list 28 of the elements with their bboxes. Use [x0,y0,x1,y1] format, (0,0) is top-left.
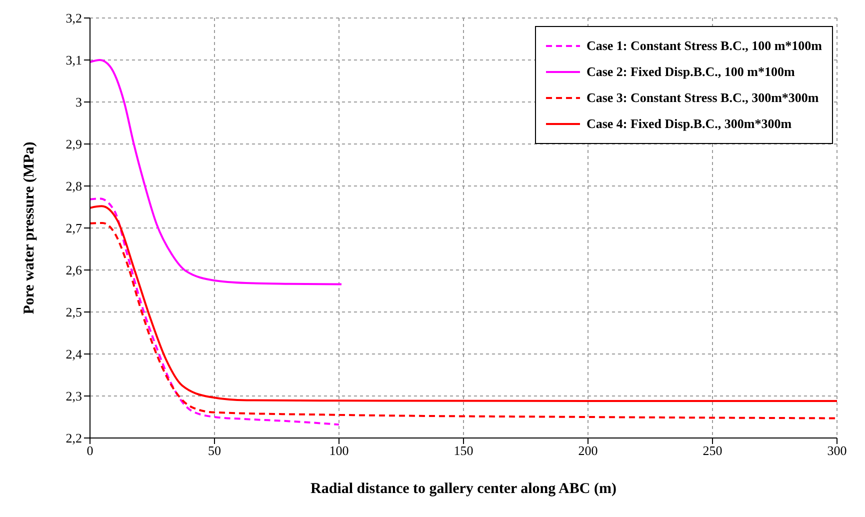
line-series [90,222,837,420]
y-tick-label: 2,5 [66,304,82,320]
x-tick-label: 150 [454,443,474,458]
y-tick-label: 2,8 [66,178,82,194]
y-tick-label: 2,7 [66,220,82,236]
y-tick-label: 3,1 [66,52,82,68]
y-tick-label: 2,4 [66,346,82,362]
x-tick-label: 250 [702,443,722,458]
line-series [90,59,342,286]
y-tick-label: 2,6 [66,262,82,278]
legend-label: Case 2: Fixed Disp.B.C., 100 m*100m [586,64,795,80]
y-tick-label: 3 [76,94,82,110]
line-series [90,198,340,426]
line-series [90,205,837,402]
x-tick-label: 0 [86,443,94,458]
x-axis-title: Radial distance to gallery center along ABC (m) [310,481,616,497]
x-tick-label: 300 [827,443,847,458]
y-axis-title: Pore water pressure (MPa) [21,142,38,314]
legend-label: Case 4: Fixed Disp.B.C., 300m*300m [586,116,792,132]
y-tick-label: 2,9 [66,136,82,152]
x-tick-label: 200 [578,443,598,458]
x-tick-label: 50 [208,443,221,458]
legend-label: Case 3: Constant Stress B.C., 300m*300m [586,90,819,106]
y-tick-label: 2,2 [66,430,82,446]
x-tick-label: 100 [329,443,349,458]
y-tick-label: 2,3 [66,388,82,404]
y-tick-label: 3,2 [66,10,82,26]
legend-label: Case 1: Constant Stress B.C., 100 m*100m [586,38,822,54]
